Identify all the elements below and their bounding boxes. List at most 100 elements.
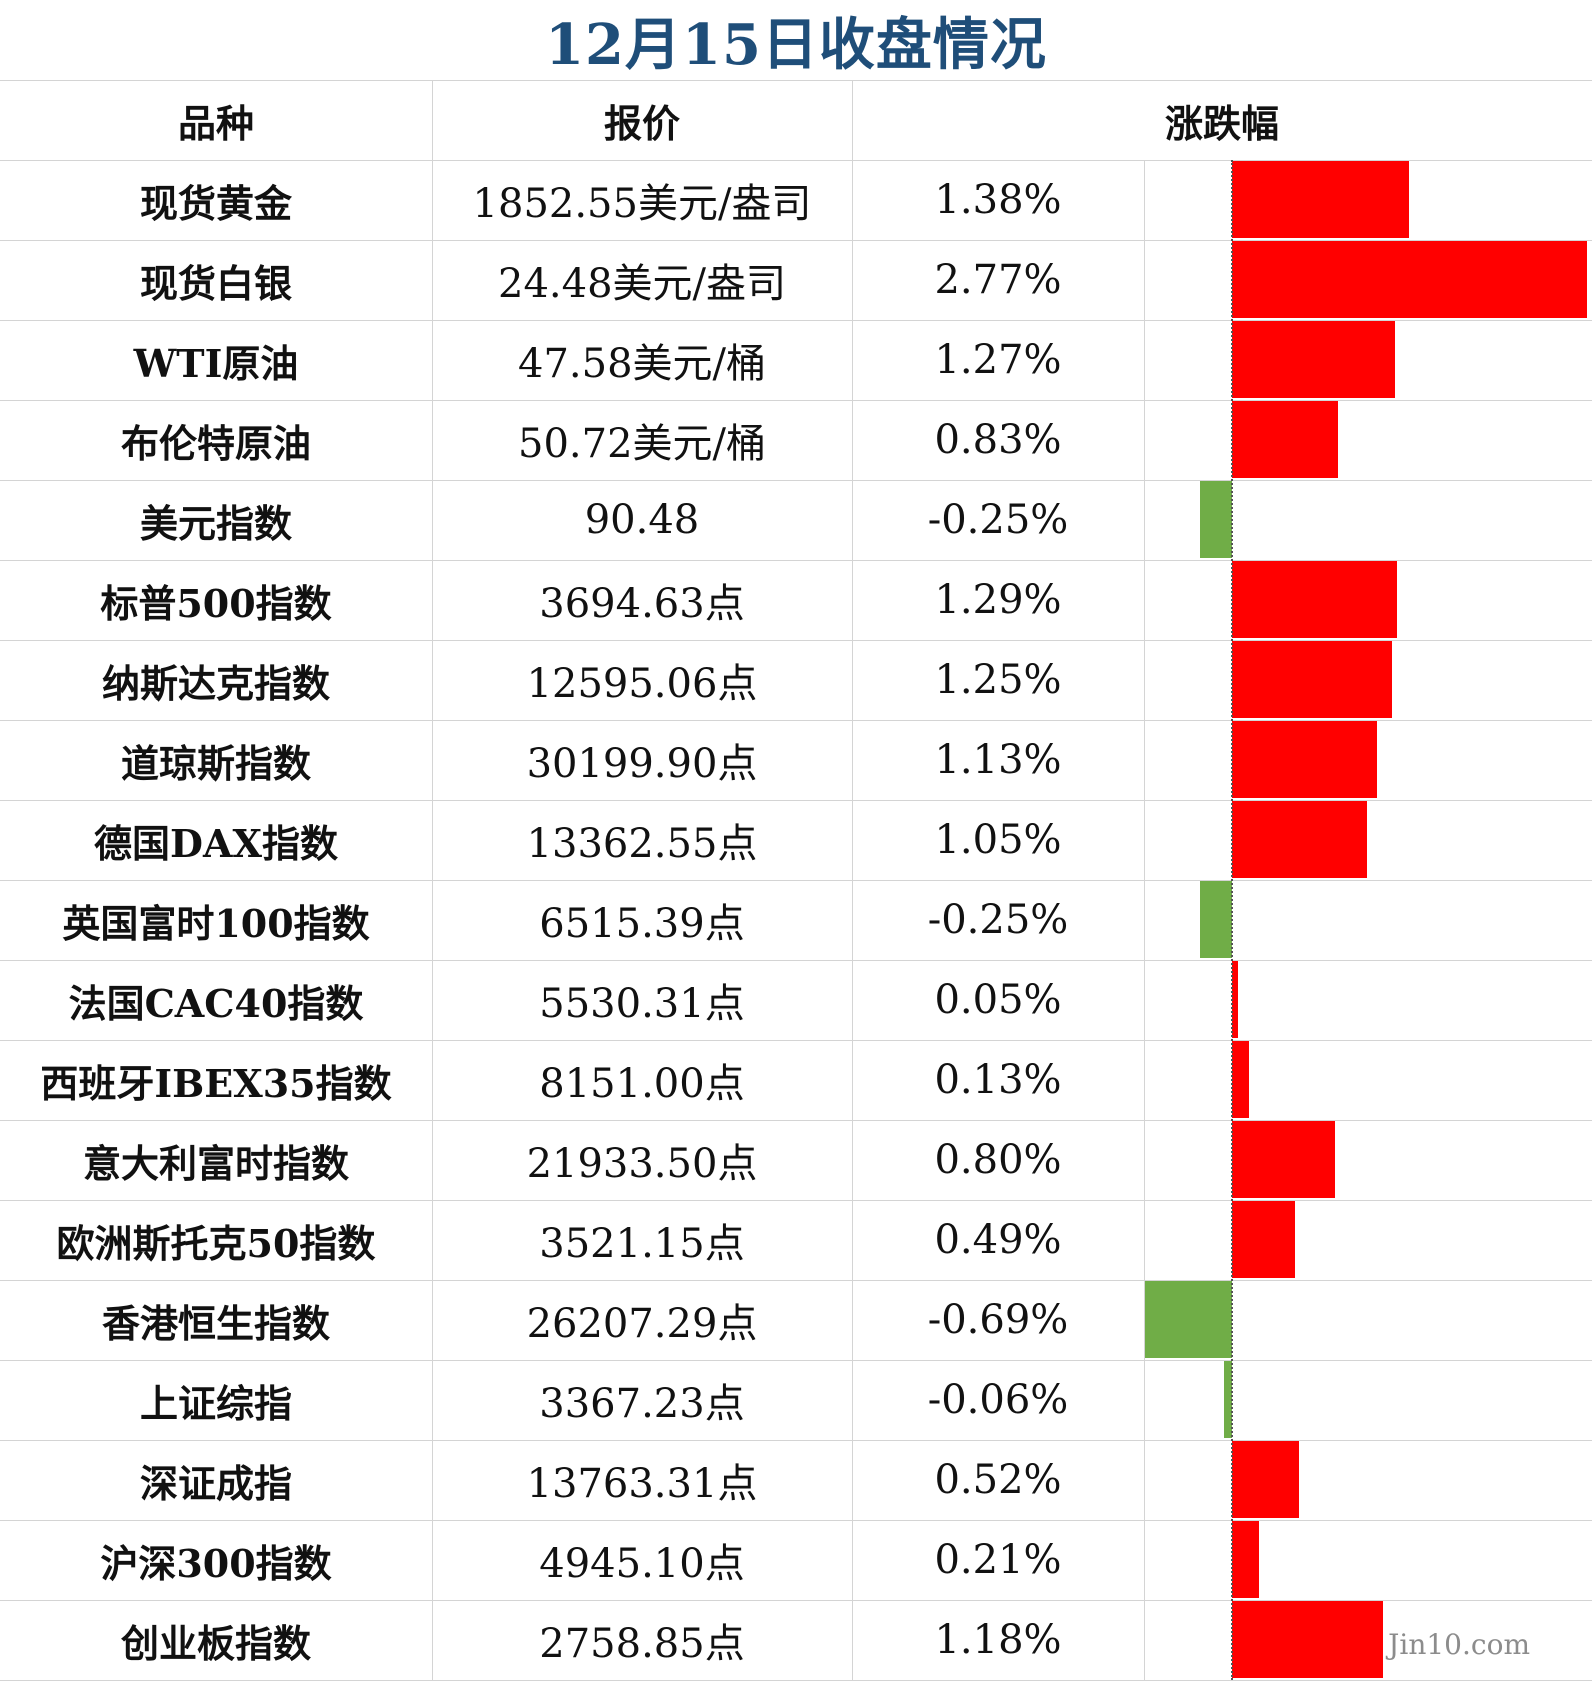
column-separator [1144, 160, 1145, 1680]
grid-line [0, 640, 1592, 641]
table-row: 布伦特原油 50.72美元/桶 0.83% [0, 400, 1592, 480]
grid-line [0, 960, 1592, 961]
table-row: 道琼斯指数 30199.90点 1.13% [0, 720, 1592, 800]
bar-up [1232, 561, 1398, 638]
table-row: 西班牙IBEX35指数 8151.00点 0.13% [0, 1040, 1592, 1120]
bar-up [1232, 1521, 1259, 1598]
grid-line [0, 560, 1592, 561]
instrument-name: 道琼斯指数 [120, 740, 311, 786]
change-percent: 1.18% [934, 1617, 1062, 1663]
change-percent: 1.29% [934, 577, 1062, 623]
bar-down [1199, 881, 1232, 958]
table-row: 现货黄金 1852.55美元/盎司 1.38% [0, 160, 1592, 240]
grid-line [0, 1280, 1592, 1281]
instrument-name: 香港恒生指数 [101, 1300, 330, 1346]
change-percent: -0.25% [927, 897, 1069, 943]
grid-line [0, 1440, 1592, 1441]
table-row: 香港恒生指数 26207.29点 -0.69% [0, 1280, 1592, 1360]
price-value: 13362.55点 [526, 821, 758, 867]
instrument-name: 现货白银 [139, 260, 292, 306]
change-percent: 1.38% [934, 177, 1062, 223]
change-percent: 1.27% [934, 337, 1062, 383]
instrument-name: 美元指数 [139, 500, 292, 546]
grid-line [0, 800, 1592, 801]
grid-line [0, 720, 1592, 721]
instrument-name: 现货黄金 [139, 180, 292, 226]
column-separator [852, 80, 853, 1680]
price-value: 8151.00点 [539, 1061, 745, 1107]
price-value: 13763.31点 [526, 1461, 758, 1507]
grid-line [0, 880, 1592, 881]
bar-down [1143, 1281, 1232, 1358]
price-value: 26207.29点 [526, 1301, 758, 1347]
change-percent: 1.13% [934, 737, 1062, 783]
table-row: 法国CAC40指数 5530.31点 0.05% [0, 960, 1592, 1040]
grid-line [0, 1200, 1592, 1201]
bar-up [1232, 1441, 1299, 1518]
page-title: 12月15日收盘情况 [545, 11, 1047, 78]
table-row: 欧洲斯托克50指数 3521.15点 0.49% [0, 1200, 1592, 1280]
grid-line [0, 1040, 1592, 1041]
price-value: 5530.31点 [539, 981, 745, 1027]
change-percent: 0.80% [934, 1137, 1062, 1183]
grid-line [0, 320, 1592, 321]
grid-line [0, 480, 1592, 481]
bar-up [1232, 241, 1587, 318]
table-row: 沪深300指数 4945.10点 0.21% [0, 1520, 1592, 1600]
bar-up [1232, 1201, 1295, 1278]
price-value: 12595.06点 [526, 661, 758, 707]
bar-up [1232, 1601, 1384, 1678]
grid-line [0, 1360, 1592, 1361]
bar-up [1232, 641, 1393, 718]
price-value: 3521.15点 [539, 1221, 745, 1267]
grid-line [0, 1120, 1592, 1121]
zero-axis [1231, 160, 1233, 1680]
bar-up [1232, 1041, 1249, 1118]
change-percent: -0.25% [927, 497, 1069, 543]
grid-line [0, 1600, 1592, 1601]
change-percent: 0.83% [934, 417, 1062, 463]
price-value: 4945.10点 [539, 1541, 745, 1587]
price-value: 1852.55美元/盎司 [472, 181, 812, 227]
change-percent: 0.21% [934, 1537, 1062, 1583]
change-percent: -0.69% [927, 1297, 1069, 1343]
header-price: 报价 [603, 100, 680, 146]
instrument-name: 上证综指 [139, 1380, 292, 1426]
instrument-name: 英国富时100指数 [62, 900, 370, 946]
grid-line [0, 400, 1592, 401]
instrument-name: 沪深300指数 [100, 1540, 332, 1586]
grid-line [0, 240, 1592, 241]
instrument-name: 布伦特原油 [120, 420, 311, 466]
change-percent: 0.49% [934, 1217, 1062, 1263]
change-percent: 2.77% [934, 257, 1062, 303]
bar-up [1232, 1121, 1335, 1198]
table-row: 深证成指 13763.31点 0.52% [0, 1440, 1592, 1520]
instrument-name: 西班牙IBEX35指数 [40, 1060, 392, 1106]
table-row: 标普500指数 3694.63点 1.29% [0, 560, 1592, 640]
change-percent: 1.05% [934, 817, 1062, 863]
grid-line [0, 1520, 1592, 1521]
column-separator [432, 80, 433, 1680]
instrument-name: 法国CAC40指数 [68, 980, 364, 1026]
price-value: 3694.63点 [539, 581, 745, 627]
change-percent: 0.52% [934, 1457, 1062, 1503]
instrument-name: 意大利富时指数 [82, 1140, 349, 1186]
instrument-name: WTI原油 [133, 340, 299, 386]
price-value: 6515.39点 [539, 901, 745, 947]
price-value: 24.48美元/盎司 [498, 261, 786, 307]
bar-down [1224, 1361, 1232, 1438]
watermark: Jin10.com [1388, 1628, 1530, 1661]
bar-up [1232, 961, 1239, 1038]
instrument-name: 纳斯达克指数 [101, 660, 330, 706]
bar-up [1232, 161, 1409, 238]
bar-up [1232, 321, 1395, 398]
instrument-name: 欧洲斯托克50指数 [56, 1220, 376, 1266]
table-row: WTI原油 47.58美元/桶 1.27% [0, 320, 1592, 400]
change-percent: 1.25% [934, 657, 1062, 703]
bar-up [1232, 401, 1339, 478]
table-row: 纳斯达克指数 12595.06点 1.25% [0, 640, 1592, 720]
header-name: 品种 [177, 100, 254, 146]
price-value: 47.58美元/桶 [518, 341, 766, 387]
change-percent: 0.05% [934, 977, 1062, 1023]
